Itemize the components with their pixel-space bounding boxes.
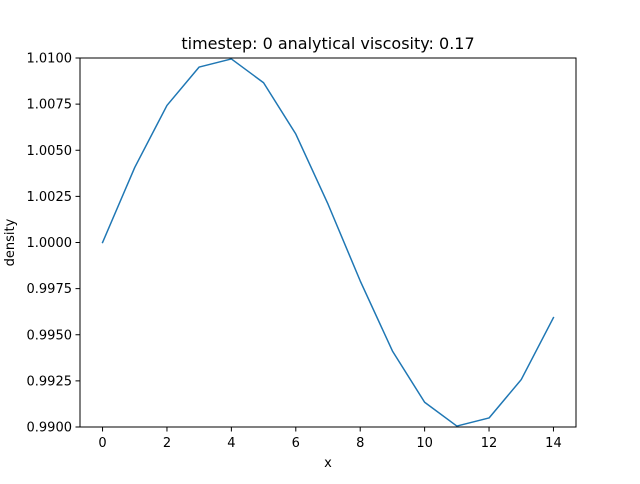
- y-tick-label: 1.0100: [27, 52, 73, 67]
- chart-title: timestep: 0 analytical viscosity: 0.17: [181, 34, 474, 53]
- y-tick-label: 1.0025: [27, 190, 73, 205]
- x-tick-label: 14: [545, 436, 562, 451]
- x-axis: 0 2 4 6 8 10 12 14: [98, 427, 562, 451]
- x-tick-label: 0: [98, 436, 106, 451]
- x-tick-label: 10: [416, 436, 433, 451]
- plot-area: [101, 58, 555, 427]
- y-tick-label: 1.0050: [27, 144, 73, 159]
- x-tick-label: 12: [481, 436, 498, 451]
- y-tick-label: 0.9925: [27, 374, 73, 389]
- y-axis: 0.9900 0.9925 0.9950 0.9975 1.0000 1.0025 1.00…: [27, 52, 80, 436]
- x-tick-label: 2: [163, 436, 171, 451]
- x-axis-label: x: [324, 456, 332, 471]
- y-tick-label: 0.9950: [27, 328, 73, 343]
- y-tick-label: 0.9975: [27, 282, 73, 297]
- x-tick-label: 8: [356, 436, 364, 451]
- axes-frame: [79, 57, 577, 428]
- x-tick-label: 6: [292, 436, 300, 451]
- y-tick-label: 0.9900: [27, 421, 73, 436]
- x-tick-label: 4: [227, 436, 235, 451]
- y-tick-label: 1.0000: [27, 236, 73, 251]
- y-tick-label: 1.0075: [27, 98, 73, 113]
- series-line-0: [101, 58, 555, 427]
- y-axis-label: density: [3, 218, 18, 266]
